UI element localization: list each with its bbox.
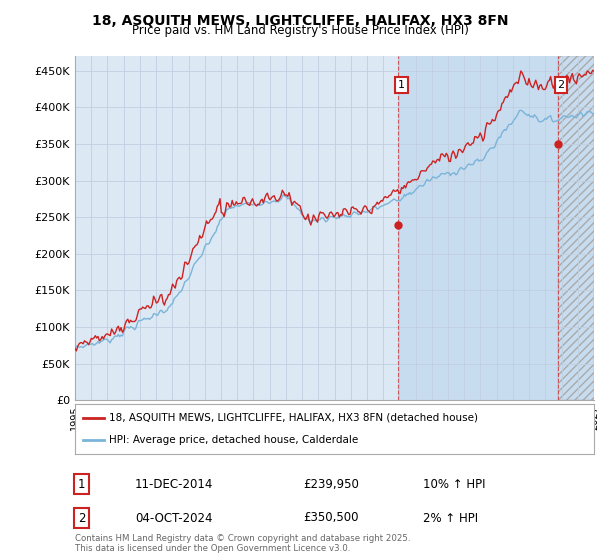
Text: £350,500: £350,500 bbox=[303, 511, 359, 525]
Bar bbox=[398, 56, 557, 400]
Text: Contains HM Land Registry data © Crown copyright and database right 2025.
This d: Contains HM Land Registry data © Crown c… bbox=[75, 534, 410, 553]
Text: 18, ASQUITH MEWS, LIGHTCLIFFE, HALIFAX, HX3 8FN (detached house): 18, ASQUITH MEWS, LIGHTCLIFFE, HALIFAX, … bbox=[109, 413, 478, 423]
Text: Price paid vs. HM Land Registry's House Price Index (HPI): Price paid vs. HM Land Registry's House … bbox=[131, 24, 469, 37]
Text: 11-DEC-2014: 11-DEC-2014 bbox=[135, 478, 214, 491]
Text: 1: 1 bbox=[398, 80, 405, 90]
Text: £239,950: £239,950 bbox=[303, 478, 359, 491]
Text: 10% ↑ HPI: 10% ↑ HPI bbox=[423, 478, 485, 491]
Text: 18, ASQUITH MEWS, LIGHTCLIFFE, HALIFAX, HX3 8FN: 18, ASQUITH MEWS, LIGHTCLIFFE, HALIFAX, … bbox=[92, 14, 508, 28]
Text: 1: 1 bbox=[78, 478, 86, 491]
Text: HPI: Average price, detached house, Calderdale: HPI: Average price, detached house, Cald… bbox=[109, 435, 358, 445]
Text: 2: 2 bbox=[557, 80, 565, 90]
Bar bbox=[557, 56, 594, 400]
Text: 2: 2 bbox=[78, 511, 86, 525]
Text: 04-OCT-2024: 04-OCT-2024 bbox=[135, 511, 212, 525]
Bar bbox=[557, 56, 594, 400]
Text: 2% ↑ HPI: 2% ↑ HPI bbox=[423, 511, 478, 525]
